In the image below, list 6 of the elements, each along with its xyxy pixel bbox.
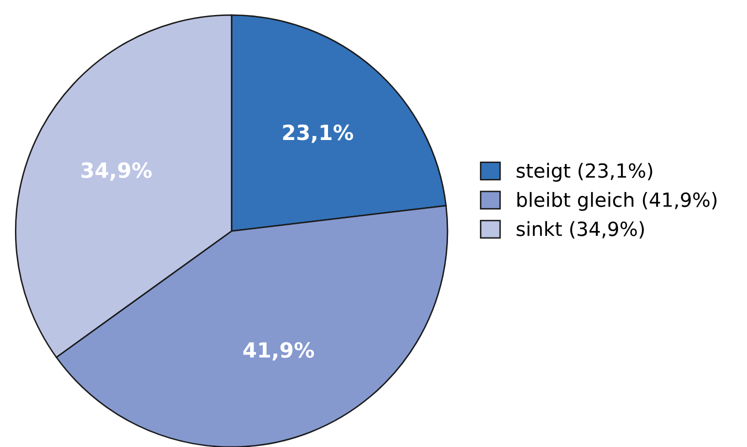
legend-label: bleibt gleich (41,9%) xyxy=(517,192,716,211)
legend-label: steigt (23,1%) xyxy=(516,162,652,182)
data-label: 41,9% xyxy=(243,342,314,361)
data-label: 23,1% xyxy=(283,124,354,143)
legend-label: sinkt (34,9%) xyxy=(516,221,644,238)
data-label: 34,9% xyxy=(82,162,152,181)
